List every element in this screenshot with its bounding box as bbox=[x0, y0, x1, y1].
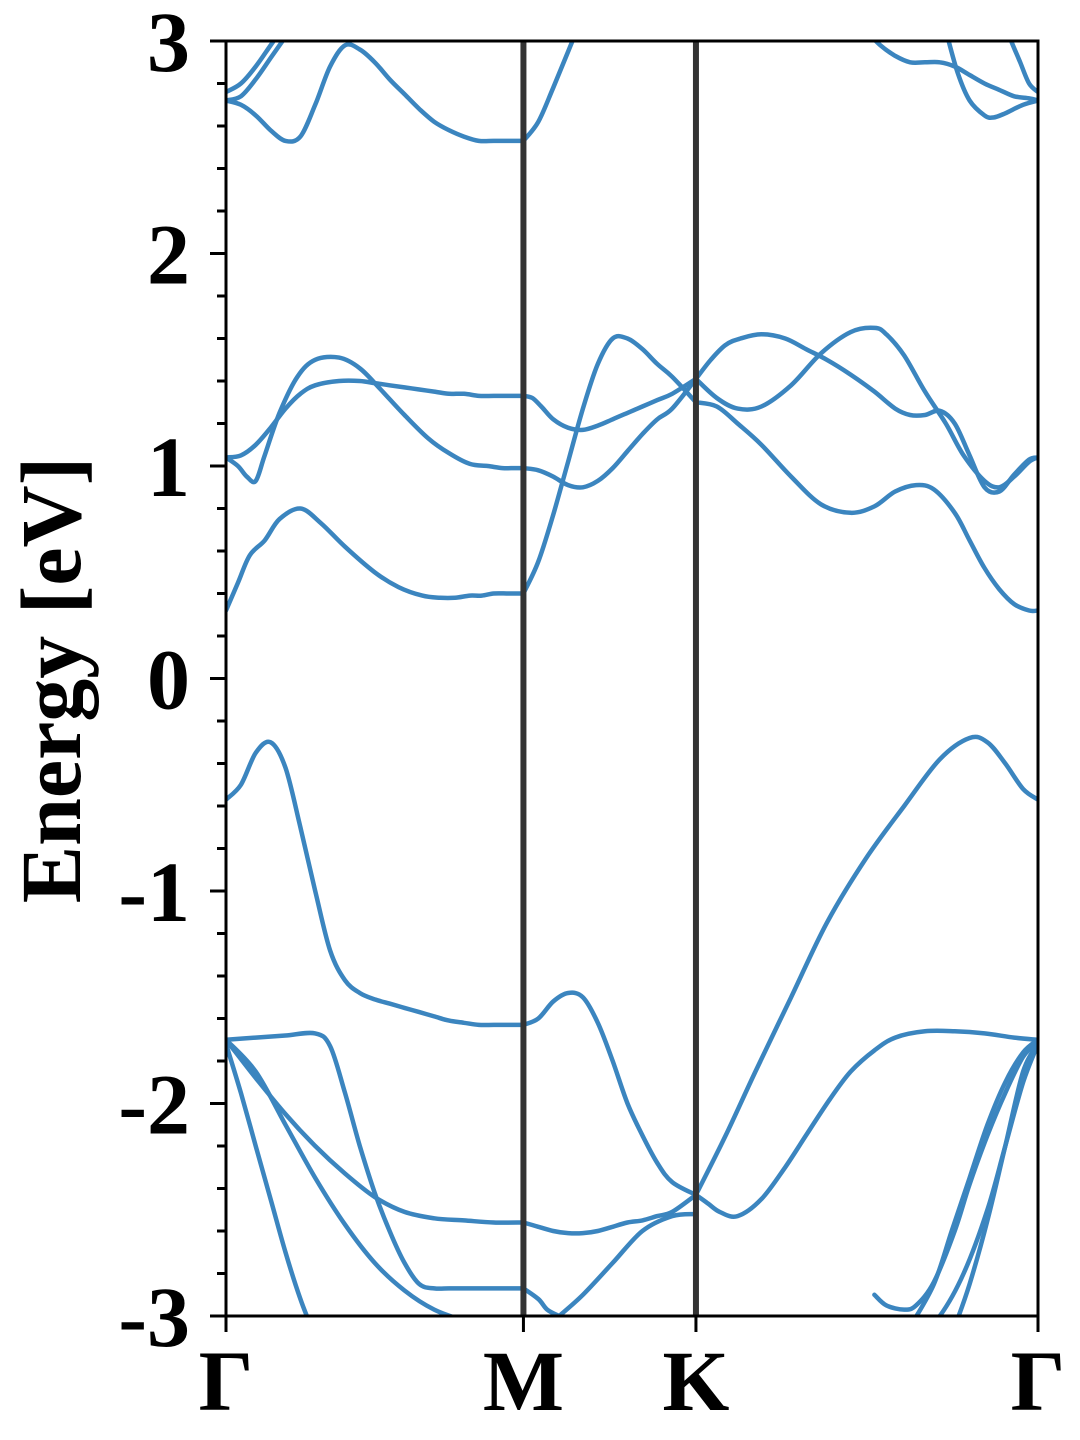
band-line-4 bbox=[226, 378, 526, 460]
band-line-7 bbox=[226, 354, 526, 485]
band-line-18 bbox=[226, 1037, 458, 1316]
y-axis-ticks: 3 2 1 0 -1 -2 -3 bbox=[118, 0, 226, 1365]
band-line-24 bbox=[913, 1037, 1038, 1316]
band-line-2 bbox=[521, 333, 699, 596]
band-line-22 bbox=[872, 1039, 1038, 1312]
band-line-28 bbox=[226, 41, 277, 95]
y-tick-label: -2 bbox=[118, 1057, 190, 1153]
band-line-19 bbox=[226, 1041, 310, 1316]
band-line-3 bbox=[693, 400, 1038, 614]
band-line-23 bbox=[956, 1041, 1038, 1316]
x-tick-label: Γ bbox=[199, 1333, 254, 1429]
band-line-27 bbox=[521, 41, 575, 144]
y-axis-label: Energy [eV] bbox=[3, 457, 99, 904]
band-line-11 bbox=[521, 990, 699, 1198]
band-line-12 bbox=[693, 734, 1038, 1198]
y-tick-label: 0 bbox=[147, 632, 190, 728]
band-line-20 bbox=[556, 1211, 699, 1316]
y-tick-label: -1 bbox=[118, 844, 190, 940]
x-tick-label: K bbox=[662, 1333, 729, 1429]
band-line-30 bbox=[946, 41, 1038, 120]
high-symmetry-lines bbox=[520, 41, 699, 1316]
band-line-25 bbox=[226, 41, 286, 103]
band-line-1 bbox=[226, 506, 526, 613]
band-line-9 bbox=[693, 325, 1038, 490]
x-tick-label: Γ bbox=[1011, 1333, 1066, 1429]
band-line-26 bbox=[226, 42, 526, 144]
y-tick-label: 1 bbox=[147, 419, 190, 515]
band-line-16 bbox=[521, 1192, 699, 1236]
band-line-5 bbox=[521, 376, 699, 433]
band-line-8 bbox=[521, 376, 699, 490]
band-line-14 bbox=[521, 1286, 562, 1316]
plot-frame bbox=[224, 39, 1040, 1318]
band-line-6 bbox=[693, 332, 1038, 495]
band-line-13 bbox=[226, 1030, 526, 1291]
band-line-31 bbox=[1008, 41, 1038, 95]
band-line-10 bbox=[226, 739, 526, 1028]
y-tick-label: 2 bbox=[147, 207, 190, 303]
band-lines bbox=[226, 41, 1038, 1316]
y-tick-label: -3 bbox=[118, 1269, 190, 1365]
x-tick-label: M bbox=[483, 1333, 564, 1429]
y-tick-label: 3 bbox=[147, 0, 190, 90]
band-line-17 bbox=[693, 1028, 1038, 1219]
